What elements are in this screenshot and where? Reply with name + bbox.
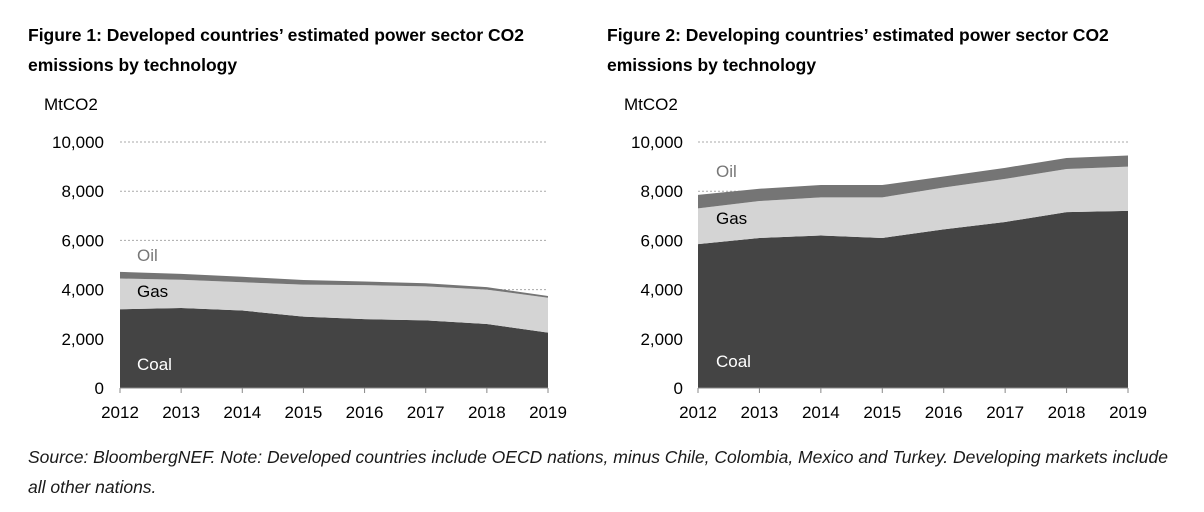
series-label-coal: Coal (137, 355, 172, 374)
y-tick-label: 6,000 (61, 231, 104, 250)
chart-plot: 0 2,000 4,000 6,000 8,000 10,000 2012 2013 2014 2… (624, 95, 1147, 422)
x-tick-label: 2014 (802, 403, 840, 422)
x-tick-label: 2016 (346, 403, 384, 422)
y-tick-label: 8,000 (640, 182, 683, 201)
x-tick-label: 2019 (1109, 403, 1147, 422)
y-tick-label: 2,000 (61, 330, 104, 349)
x-tick-label: 2013 (741, 403, 779, 422)
y-tick-label: 8,000 (61, 182, 104, 201)
x-tick-label: 2016 (925, 403, 963, 422)
x-tick-label: 2019 (529, 403, 567, 422)
x-tick-label: 2013 (162, 403, 200, 422)
area-gas (698, 166, 1128, 245)
x-tick-label: 2012 (679, 403, 717, 422)
area-oil (120, 271, 548, 298)
series-label-oil: Oil (716, 162, 737, 181)
y-tick-label: 2,000 (640, 330, 683, 349)
area-coal (120, 308, 548, 388)
series-label-oil: Oil (137, 246, 158, 265)
y-tick-label: 4,000 (640, 281, 683, 300)
series-label-coal: Coal (716, 352, 751, 371)
x-tick-label: 2015 (285, 403, 323, 422)
chart-title: Figure 2: Developing countries’ estimate… (607, 25, 1109, 75)
y-tick-label: 0 (674, 379, 683, 398)
area-coal (698, 210, 1128, 388)
y-axis-label: MtCO2 (624, 95, 678, 114)
x-tick-label: 2017 (986, 403, 1024, 422)
x-tick-label: 2012 (101, 403, 139, 422)
chart-title: Figure 1: Developed countries’ estimated… (28, 25, 524, 75)
x-tick-label: 2014 (223, 403, 261, 422)
y-tick-label: 4,000 (61, 281, 104, 300)
y-tick-label: 0 (95, 379, 104, 398)
chart-plot: 0 2,000 4,000 6,000 8,000 10,000 2012 2013 2014 2… (44, 95, 567, 422)
y-axis-label: MtCO2 (44, 95, 98, 114)
x-tick-label: 2017 (407, 403, 445, 422)
series-label-gas: Gas (716, 209, 747, 228)
figure-2: Figure 2: Developing countries’ estimate… (590, 0, 1180, 430)
x-tick-label: 2015 (863, 403, 901, 422)
y-tick-label: 10,000 (631, 133, 683, 152)
source-note: Source: BloombergNEF. Note: Developed co… (28, 447, 1168, 497)
y-tick-label: 10,000 (52, 133, 104, 152)
area-oil (698, 155, 1128, 209)
figure-1: Figure 1: Developed countries’ estimated… (0, 0, 590, 430)
x-tick-label: 2018 (468, 403, 506, 422)
area-gas (120, 278, 548, 333)
x-tick-label: 2018 (1048, 403, 1086, 422)
y-tick-label: 6,000 (640, 231, 683, 250)
series-label-gas: Gas (137, 282, 168, 301)
